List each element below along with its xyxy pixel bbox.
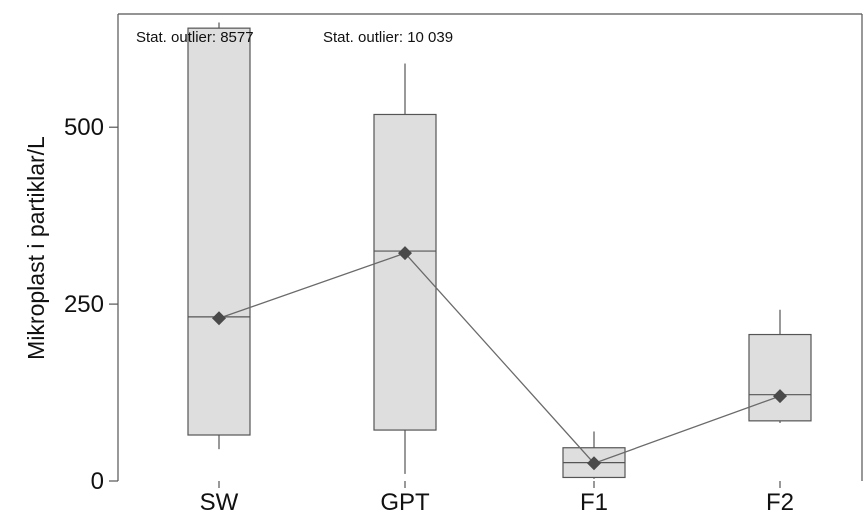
x-tick-label: GPT <box>380 489 430 515</box>
outlier-annotation: Stat. outlier: 10 039 <box>323 29 453 46</box>
mean-connect-line <box>212 246 787 471</box>
mean-marker-gpt <box>398 246 412 261</box>
box-sw <box>187 22 251 450</box>
plot-frame <box>117 13 863 481</box>
iqr-box <box>748 333 812 422</box>
y-tick-label: 0 <box>91 468 104 495</box>
box-f2 <box>748 309 812 423</box>
iqr-box <box>187 27 251 436</box>
box-plots <box>187 22 812 479</box>
mean-marker-sw <box>212 311 226 326</box>
x-tick-label: F2 <box>766 489 794 515</box>
y-tick-label: 250 <box>64 291 104 318</box>
x-tick-label: SW <box>200 489 239 515</box>
x-axis: SW GPT F1 F2 <box>200 481 794 515</box>
mean-marker-f2 <box>773 389 787 404</box>
mean-marker-f1 <box>587 456 601 471</box>
y-tick-label: 500 <box>64 114 104 141</box>
x-tick-label: F1 <box>580 489 608 515</box>
box-gpt <box>373 63 437 474</box>
iqr-box <box>373 113 437 431</box>
y-axis: 0 250 500 <box>64 114 118 495</box>
outlier-annotation: Stat. outlier: 8577 <box>136 29 254 46</box>
y-axis-label: Mikroplast i partiklar/L <box>23 136 49 360</box>
mean-line <box>218 252 781 465</box>
annotations: Stat. outlier: 8577 Stat. outlier: 10 039 <box>136 29 453 46</box>
